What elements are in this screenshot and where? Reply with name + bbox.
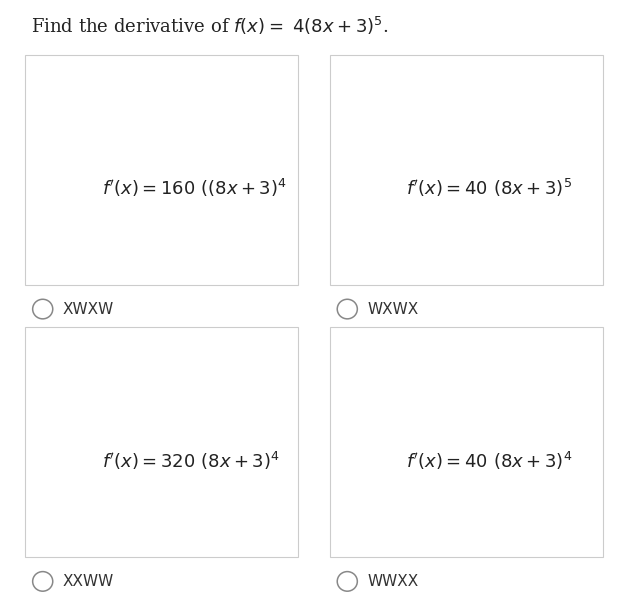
FancyBboxPatch shape	[25, 327, 298, 557]
FancyBboxPatch shape	[330, 327, 603, 557]
Text: $f'(x) = 40\ (8x + 3)^5$: $f'(x) = 40\ (8x + 3)^5$	[406, 177, 572, 200]
Text: WWXX: WWXX	[367, 574, 419, 589]
Text: XWXW: XWXW	[63, 302, 114, 316]
FancyBboxPatch shape	[25, 55, 298, 285]
Text: WXWX: WXWX	[367, 302, 419, 316]
FancyBboxPatch shape	[330, 55, 603, 285]
Text: $f'(x) = 40\ (8x + 3)^4$: $f'(x) = 40\ (8x + 3)^4$	[406, 449, 573, 472]
Text: XXWW: XXWW	[63, 574, 114, 589]
Text: $f'(x) = 320\ (8x + 3)^4$: $f'(x) = 320\ (8x + 3)^4$	[102, 449, 279, 472]
Text: $f'(x) = 160\ ((8x + 3)^4$: $f'(x) = 160\ ((8x + 3)^4$	[102, 177, 286, 200]
Text: Find the derivative of $f(x) = \ 4(8x + 3)^5$.: Find the derivative of $f(x) = \ 4(8x + …	[31, 15, 389, 37]
